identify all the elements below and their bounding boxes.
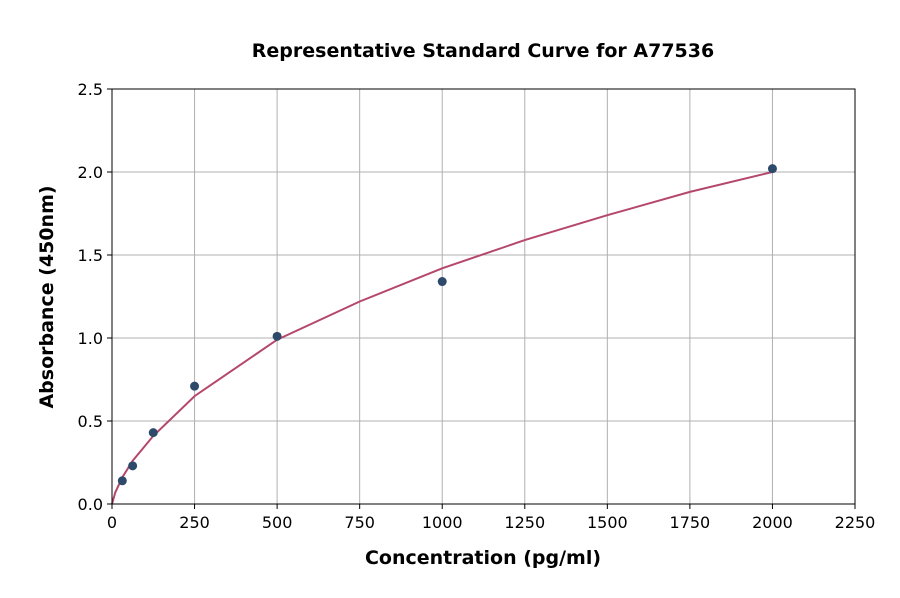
- y-axis-label: Absorbance (450nm): [36, 185, 58, 408]
- data-points: [117, 164, 777, 486]
- x-axis-ticks: 0 250 500 750 1000 1250 1500 1750 2000 2250: [107, 504, 875, 532]
- x-tick-label: 1750: [670, 513, 711, 532]
- y-tick-label: 1.5: [78, 246, 103, 265]
- chart-title: Representative Standard Curve for A77536: [252, 40, 714, 62]
- x-tick-label: 0: [107, 513, 117, 532]
- x-tick-label: 1000: [422, 513, 463, 532]
- x-tick-label: 500: [262, 513, 293, 532]
- data-point: [437, 277, 447, 287]
- data-point: [767, 164, 777, 174]
- data-point: [128, 461, 138, 471]
- x-tick-label: 2000: [752, 513, 793, 532]
- x-tick-label: 250: [179, 513, 210, 532]
- y-tick-label: 0.0: [78, 495, 103, 514]
- grid: [111, 88, 856, 505]
- y-axis-ticks: 0.0 0.5 1.0 1.5 2.0 2.5: [78, 80, 112, 514]
- data-point: [148, 428, 158, 438]
- y-tick-label: 1.0: [78, 329, 103, 348]
- x-tick-label: 750: [344, 513, 375, 532]
- y-tick-label: 2.5: [78, 80, 103, 99]
- y-tick-label: 2.0: [78, 163, 103, 182]
- data-point: [272, 331, 282, 341]
- x-axis-label: Concentration (pg/ml): [365, 547, 601, 569]
- x-tick-label: 2250: [835, 513, 876, 532]
- x-tick-label: 1500: [587, 513, 628, 532]
- data-point: [117, 476, 127, 486]
- y-tick-label: 0.5: [78, 412, 103, 431]
- x-tick-label: 1250: [504, 513, 545, 532]
- data-point: [190, 381, 200, 391]
- plot-frame: [111, 88, 856, 505]
